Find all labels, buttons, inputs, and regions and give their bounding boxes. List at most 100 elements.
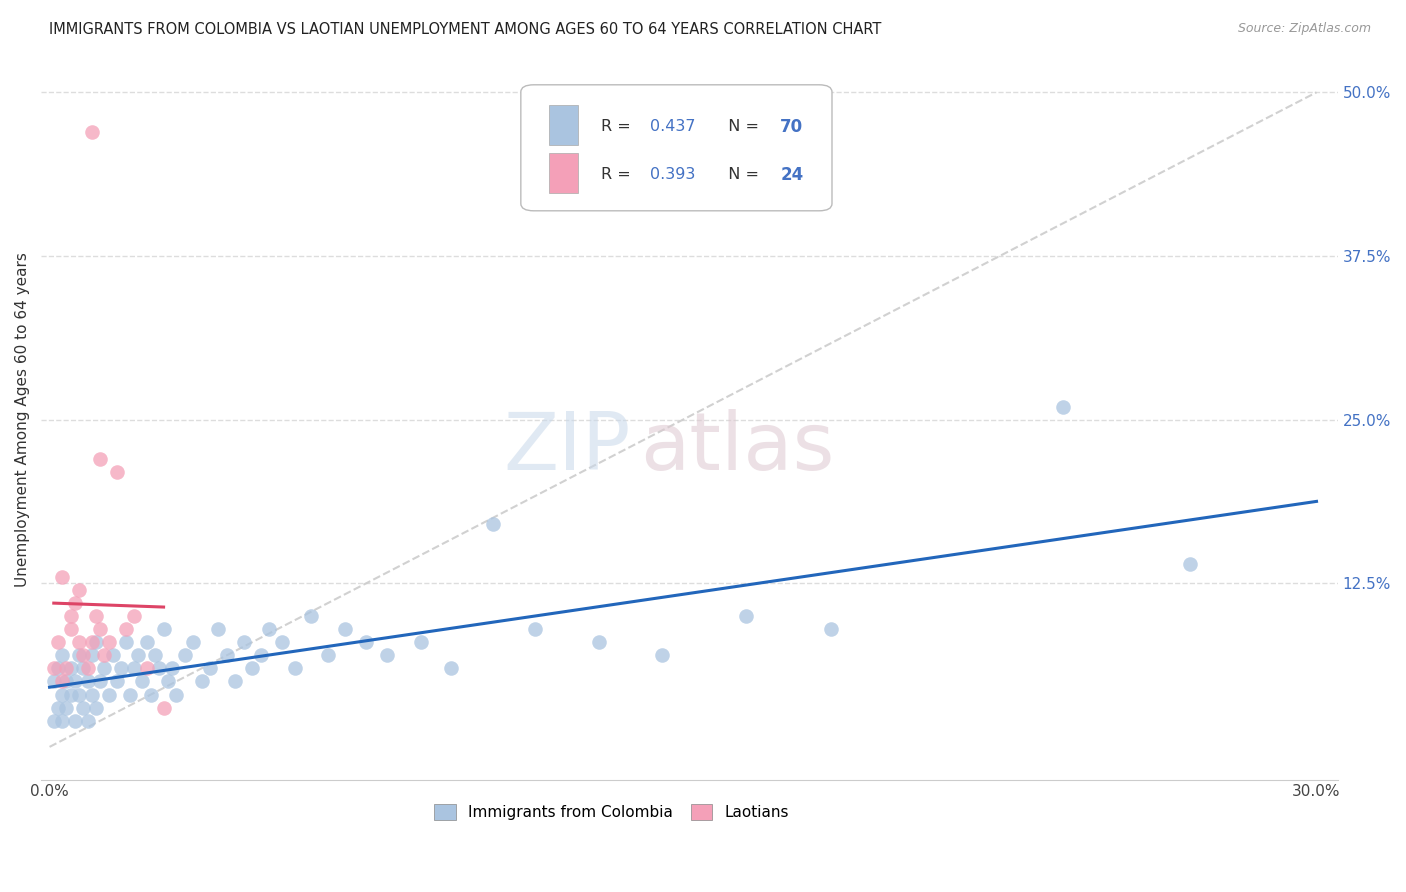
FancyBboxPatch shape xyxy=(550,153,578,193)
Point xyxy=(59,609,82,624)
Point xyxy=(440,661,463,675)
Point xyxy=(181,635,204,649)
Point xyxy=(67,635,90,649)
Point xyxy=(84,635,107,649)
Point xyxy=(101,648,124,663)
Point xyxy=(152,700,174,714)
Point xyxy=(55,661,77,675)
Point xyxy=(59,688,82,702)
Point xyxy=(156,674,179,689)
Point xyxy=(76,674,98,689)
Point xyxy=(114,622,136,636)
Y-axis label: Unemployment Among Ages 60 to 64 years: Unemployment Among Ages 60 to 64 years xyxy=(15,252,30,587)
Point xyxy=(482,517,505,532)
Point xyxy=(240,661,263,675)
Point xyxy=(257,622,280,636)
Point xyxy=(105,465,128,479)
Point xyxy=(820,622,842,636)
Point xyxy=(249,648,271,663)
Point xyxy=(84,609,107,624)
Point xyxy=(190,674,212,689)
Text: R =: R = xyxy=(602,168,636,182)
Point xyxy=(165,688,187,702)
Point xyxy=(215,648,238,663)
Point xyxy=(76,714,98,728)
Point xyxy=(152,622,174,636)
Point xyxy=(1178,557,1201,571)
Point xyxy=(588,635,610,649)
Point xyxy=(72,648,94,663)
Point xyxy=(118,688,141,702)
Point xyxy=(131,674,153,689)
Point xyxy=(59,622,82,636)
FancyBboxPatch shape xyxy=(520,85,832,211)
Point xyxy=(76,661,98,675)
Text: ZIP: ZIP xyxy=(503,409,631,487)
Point xyxy=(51,688,73,702)
Point xyxy=(84,700,107,714)
Point xyxy=(207,622,229,636)
Point xyxy=(105,674,128,689)
Text: atlas: atlas xyxy=(640,409,835,487)
Point xyxy=(51,648,73,663)
Point xyxy=(42,674,65,689)
Point xyxy=(122,661,145,675)
Point xyxy=(97,688,120,702)
Point xyxy=(89,451,111,466)
Point xyxy=(55,674,77,689)
Point xyxy=(42,714,65,728)
Point xyxy=(139,688,162,702)
Point xyxy=(135,635,157,649)
Point xyxy=(524,622,547,636)
Point xyxy=(46,700,69,714)
Point xyxy=(89,622,111,636)
Point xyxy=(46,635,69,649)
Legend: Immigrants from Colombia, Laotians: Immigrants from Colombia, Laotians xyxy=(427,797,796,826)
Point xyxy=(67,688,90,702)
Point xyxy=(80,688,103,702)
Point xyxy=(72,661,94,675)
Point xyxy=(80,648,103,663)
Point xyxy=(135,661,157,675)
Point xyxy=(651,648,673,663)
Text: N =: N = xyxy=(718,168,763,182)
Point xyxy=(127,648,149,663)
Point xyxy=(316,648,339,663)
Point xyxy=(63,674,86,689)
Point xyxy=(299,609,322,624)
Text: Source: ZipAtlas.com: Source: ZipAtlas.com xyxy=(1237,22,1371,36)
Point xyxy=(283,661,305,675)
Point xyxy=(51,570,73,584)
Point xyxy=(46,661,69,675)
Point xyxy=(377,648,399,663)
Point xyxy=(93,661,115,675)
Text: IMMIGRANTS FROM COLOMBIA VS LAOTIAN UNEMPLOYMENT AMONG AGES 60 TO 64 YEARS CORRE: IMMIGRANTS FROM COLOMBIA VS LAOTIAN UNEM… xyxy=(49,22,882,37)
Point xyxy=(63,714,86,728)
Point xyxy=(67,648,90,663)
Point xyxy=(173,648,195,663)
Text: 70: 70 xyxy=(780,118,803,136)
Point xyxy=(232,635,254,649)
Point xyxy=(93,648,115,663)
Text: N =: N = xyxy=(718,119,763,134)
Point xyxy=(55,700,77,714)
Point xyxy=(42,661,65,675)
Point xyxy=(51,714,73,728)
Point xyxy=(114,635,136,649)
FancyBboxPatch shape xyxy=(550,105,578,145)
Point xyxy=(735,609,758,624)
Point xyxy=(143,648,166,663)
Point xyxy=(51,674,73,689)
Point xyxy=(89,674,111,689)
Point xyxy=(411,635,433,649)
Point xyxy=(160,661,183,675)
Point xyxy=(110,661,132,675)
Point xyxy=(59,661,82,675)
Point xyxy=(67,582,90,597)
Point xyxy=(72,700,94,714)
Text: 24: 24 xyxy=(780,166,803,184)
Point xyxy=(198,661,221,675)
Point xyxy=(224,674,246,689)
Point xyxy=(356,635,378,649)
Point xyxy=(122,609,145,624)
